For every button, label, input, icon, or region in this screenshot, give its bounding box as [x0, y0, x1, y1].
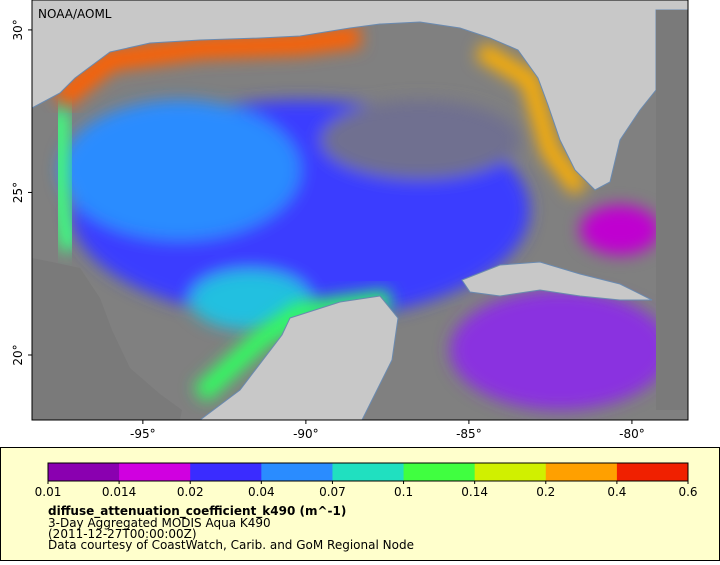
land: [461, 261, 653, 301]
colorbar-tick-label: 0.014: [102, 485, 136, 499]
colorbar-tick-label: 0.02: [177, 485, 204, 499]
colorbar-tick-label: 0.4: [607, 485, 626, 499]
coastal-band: [53, 25, 362, 109]
colorbar-swatch: [48, 463, 120, 481]
colorbar-tick-label: 0.14: [461, 485, 488, 499]
land: [32, 258, 182, 420]
colorbar-tick-label: 0.04: [248, 485, 275, 499]
colorbar: 0.01 0.014 0.02 0.04 0.07 0.1 0.14 0.2 0.4 0.6: [35, 462, 698, 499]
map: NOAA/AOML: [32, 0, 688, 420]
colorbar-swatch: [261, 463, 333, 481]
lon-tick-label: -80°: [619, 427, 645, 441]
colorbar-swatch: [190, 463, 262, 481]
product-name: 3-Day Aggregated MODIS Aqua K490: [48, 516, 271, 530]
coastal-band: [475, 42, 588, 196]
lat-tick-label: 25°: [11, 182, 25, 203]
watermark: NOAA/AOML: [38, 7, 112, 21]
colorbar-tick-label: 0.1: [394, 485, 413, 499]
colorbar-swatch: [545, 463, 618, 481]
no-data: [656, 10, 688, 410]
credit: Data courtesy of CoastWatch, Carib. and …: [48, 538, 414, 552]
lon-tick-label: -95°: [130, 427, 156, 441]
colorbar-swatch: [332, 463, 405, 481]
colorbar-swatch: [119, 463, 191, 481]
land: [32, 0, 688, 191]
map-frame: [31, 0, 689, 421]
lat-tick-label: 30°: [11, 19, 25, 40]
lon-tick-label: -90°: [293, 427, 319, 441]
colorbar-swatch: [403, 463, 476, 481]
land: [199, 295, 399, 420]
axes: 30° 25° 20° -95° -90° -85° -80°: [11, 19, 645, 441]
variable-name: diffuse_attenuation_coefficient_k490 (m^…: [48, 504, 346, 519]
colorbar-tick-label: 0.6: [678, 485, 697, 499]
colorbar-swatch: [474, 463, 547, 481]
lon-tick-label: -85°: [456, 427, 482, 441]
coastal-band: [50, 110, 80, 252]
colorbar-tick-label: 0.2: [536, 485, 555, 499]
colorbar-tick-label: 0.01: [35, 485, 62, 499]
colorbar-frame: [47, 462, 689, 482]
date: (2011-12-27T00:00:00Z): [48, 527, 197, 541]
lat-tick-label: 20°: [11, 344, 25, 365]
colorbar-tick-label: 0.07: [319, 485, 346, 499]
colorbar-swatch: [616, 463, 689, 481]
